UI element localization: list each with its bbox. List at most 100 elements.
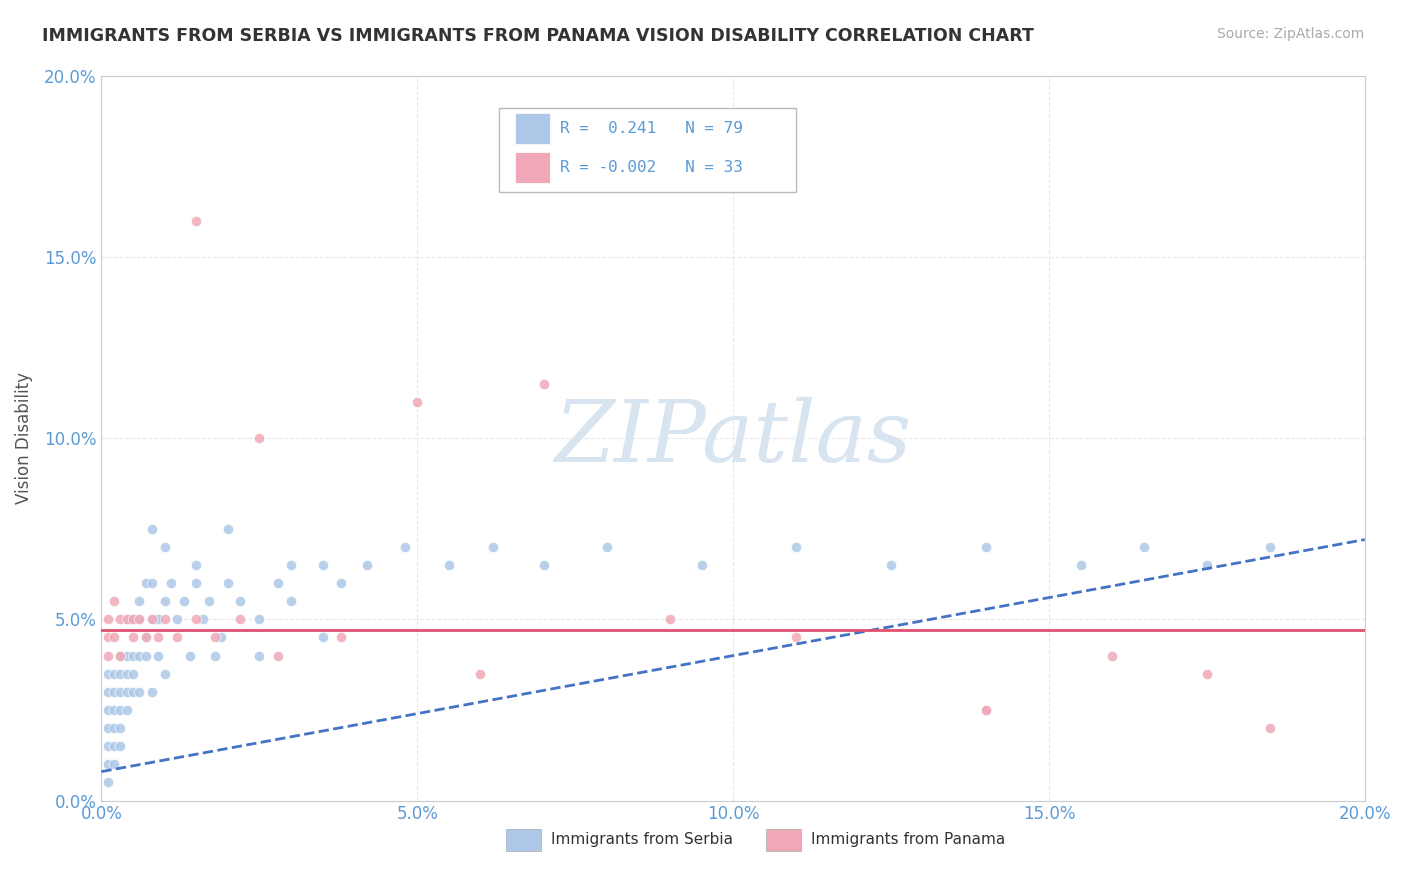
Point	[785, 540, 807, 554]
Point	[311, 631, 333, 645]
Text: Immigrants from Panama: Immigrants from Panama	[811, 832, 1005, 847]
Point	[103, 666, 125, 681]
Point	[470, 666, 492, 681]
Y-axis label: Vision Disability: Vision Disability	[15, 372, 32, 504]
FancyBboxPatch shape	[515, 113, 550, 144]
Point	[280, 594, 302, 608]
Point	[128, 685, 150, 699]
Point	[1258, 540, 1281, 554]
Point	[110, 648, 132, 663]
Point	[229, 612, 252, 626]
Point	[482, 540, 505, 554]
Point	[110, 739, 132, 754]
Point	[280, 558, 302, 572]
Point	[97, 631, 120, 645]
Point	[198, 594, 221, 608]
Point	[141, 685, 163, 699]
Point	[103, 631, 125, 645]
Point	[1258, 721, 1281, 735]
Point	[533, 558, 555, 572]
Point	[122, 612, 145, 626]
Text: R = -0.002   N = 33: R = -0.002 N = 33	[560, 160, 742, 175]
Point	[141, 522, 163, 536]
Text: IMMIGRANTS FROM SERBIA VS IMMIGRANTS FROM PANAMA VISION DISABILITY CORRELATION C: IMMIGRANTS FROM SERBIA VS IMMIGRANTS FRO…	[42, 27, 1033, 45]
Point	[785, 631, 807, 645]
Point	[110, 648, 132, 663]
Point	[217, 522, 239, 536]
Point	[97, 757, 120, 772]
Point	[394, 540, 416, 554]
Point	[103, 757, 125, 772]
Point	[217, 576, 239, 591]
Point	[122, 666, 145, 681]
Point	[974, 540, 997, 554]
Point	[247, 648, 270, 663]
Point	[437, 558, 460, 572]
Point	[135, 576, 157, 591]
Point	[141, 612, 163, 626]
Point	[115, 612, 138, 626]
Point	[97, 685, 120, 699]
Point	[97, 612, 120, 626]
Point	[330, 576, 353, 591]
FancyBboxPatch shape	[515, 153, 550, 183]
Point	[267, 648, 290, 663]
Point	[97, 721, 120, 735]
Point	[1101, 648, 1123, 663]
Point	[115, 685, 138, 699]
Point	[148, 612, 170, 626]
Point	[153, 594, 176, 608]
Point	[1195, 558, 1218, 572]
Point	[1195, 666, 1218, 681]
Point	[110, 703, 132, 717]
Point	[122, 612, 145, 626]
Point	[110, 685, 132, 699]
Point	[1132, 540, 1154, 554]
Point	[880, 558, 903, 572]
Text: Immigrants from Serbia: Immigrants from Serbia	[551, 832, 733, 847]
Point	[153, 612, 176, 626]
Point	[229, 594, 252, 608]
Point	[97, 739, 120, 754]
Point	[122, 685, 145, 699]
Point	[173, 594, 195, 608]
Point	[115, 666, 138, 681]
Point	[186, 576, 208, 591]
Point	[103, 594, 125, 608]
Point	[115, 703, 138, 717]
Point	[204, 648, 226, 663]
Point	[97, 666, 120, 681]
Point	[103, 739, 125, 754]
Point	[179, 648, 201, 663]
Point	[128, 612, 150, 626]
Point	[406, 394, 429, 409]
Point	[186, 612, 208, 626]
Text: R =  0.241   N = 79: R = 0.241 N = 79	[560, 121, 742, 136]
Point	[247, 431, 270, 445]
Text: ZIPatlas: ZIPatlas	[554, 397, 911, 479]
Point	[247, 612, 270, 626]
Point	[141, 576, 163, 591]
Point	[148, 648, 170, 663]
Point	[330, 631, 353, 645]
Point	[166, 631, 188, 645]
Point	[974, 703, 997, 717]
FancyBboxPatch shape	[499, 108, 796, 192]
Point	[141, 612, 163, 626]
Point	[135, 631, 157, 645]
Point	[115, 648, 138, 663]
Point	[110, 721, 132, 735]
Point	[186, 558, 208, 572]
Point	[148, 631, 170, 645]
Point	[974, 703, 997, 717]
Point	[103, 721, 125, 735]
Point	[160, 576, 183, 591]
Point	[135, 648, 157, 663]
Point	[97, 775, 120, 789]
Point	[122, 631, 145, 645]
Point	[311, 558, 333, 572]
Text: Source: ZipAtlas.com: Source: ZipAtlas.com	[1216, 27, 1364, 41]
Point	[103, 703, 125, 717]
Point	[97, 648, 120, 663]
Point	[191, 612, 214, 626]
